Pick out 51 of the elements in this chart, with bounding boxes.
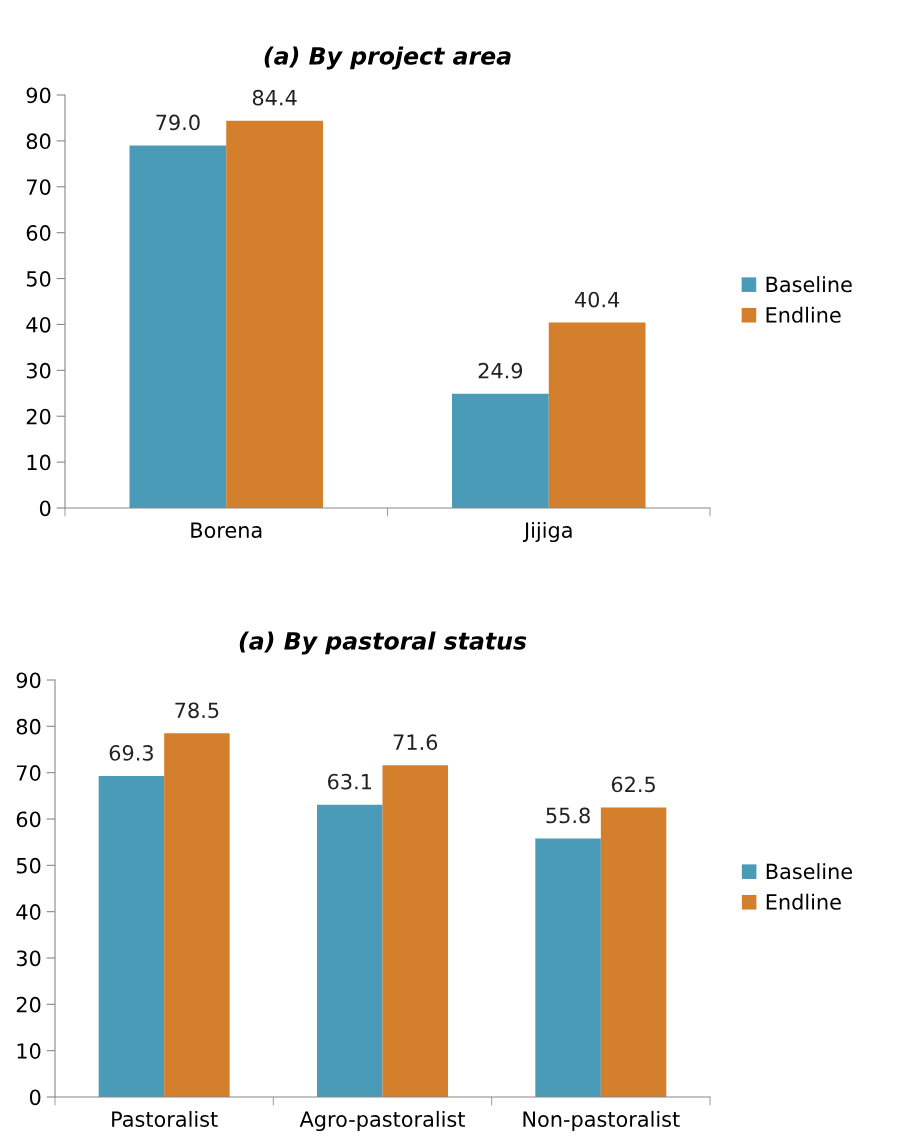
bar — [317, 804, 383, 1097]
bar — [535, 838, 601, 1097]
chart-title: (a) By project area — [264, 46, 511, 70]
y-tick-label: 20 — [26, 408, 51, 425]
y-tick-label: 70 — [27, 179, 51, 195]
data-label: 55.8 — [546, 807, 590, 824]
bar — [164, 733, 230, 1097]
y-tick-label: 0 — [39, 500, 51, 517]
data-label: 69.3 — [109, 745, 153, 761]
bar — [452, 393, 549, 508]
y-tick-label: 10 — [17, 1043, 41, 1059]
data-label: 78.5 — [175, 702, 219, 719]
x-tick-label: Pastoralist — [112, 1110, 218, 1128]
chart-title: (a) By pastoral status — [239, 631, 527, 655]
y-tick-label: 20 — [16, 996, 41, 1013]
y-tick-label: 80 — [16, 718, 41, 735]
x-tick-label: Jijiga — [522, 521, 572, 543]
x-tick-label: Non-pastoralist — [523, 1110, 680, 1132]
bar — [382, 765, 448, 1097]
x-tick-label: Agro-pastoralist — [299, 1110, 465, 1132]
y-tick-label: 70 — [17, 765, 41, 781]
data-label: 62.5 — [611, 776, 655, 793]
y-tick-label: 40 — [26, 316, 51, 333]
y-tick-label: 10 — [27, 454, 51, 471]
y-tick-label: 90 — [16, 672, 41, 689]
legend-label: Baseline — [766, 276, 852, 293]
data-label: 71.6 — [393, 734, 438, 751]
y-tick-label: 30 — [26, 362, 51, 379]
data-label: 24.9 — [478, 362, 523, 379]
y-tick-label: 80 — [26, 133, 51, 150]
data-label: 63.1 — [328, 773, 372, 790]
y-tick-label: 30 — [16, 950, 41, 967]
y-tick-label: 0 — [29, 1089, 41, 1106]
bar — [548, 322, 646, 508]
y-tick-label: 50 — [16, 857, 41, 874]
y-tick-label: 90 — [26, 87, 51, 104]
y-tick-label: 40 — [16, 904, 41, 920]
legend-label: Endline — [766, 893, 841, 910]
data-label: 40.4 — [574, 291, 620, 308]
bar — [600, 807, 667, 1097]
y-tick-label: 60 — [16, 811, 41, 828]
x-tick-label: Borena — [191, 522, 262, 539]
y-tick-label: 60 — [26, 225, 51, 241]
bar — [226, 120, 323, 508]
legend-label: Endline — [766, 306, 841, 323]
bar — [98, 775, 165, 1097]
data-label: 79.0 — [156, 114, 200, 131]
y-tick-label: 50 — [26, 271, 51, 287]
legend-label: Baseline — [766, 863, 852, 880]
data-label: 84.4 — [252, 89, 297, 106]
bar — [129, 145, 227, 508]
